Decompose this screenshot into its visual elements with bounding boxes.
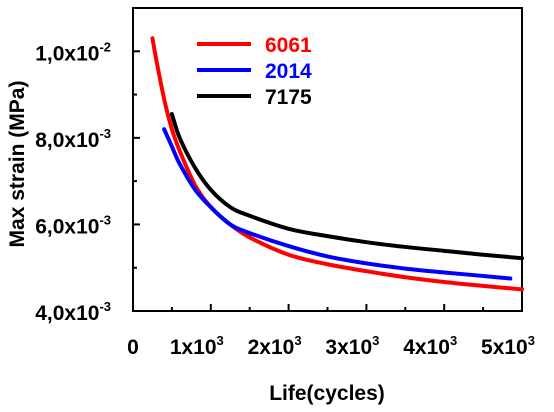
x-tick-label-exponent: 3 [450,333,457,348]
x-tick-label: 0 [127,336,139,359]
x-tick-label-exponent: 3 [294,333,301,348]
series-layer [150,36,524,292]
x-tick-label-base: 4x10 [403,336,450,359]
x-tick-label-base: 5x10 [481,336,528,359]
y-tick-label-base: 1,0x10 [35,42,99,65]
x-tick-label-base: 2x10 [248,336,295,359]
y-tick-label-base: 6,0x10 [35,215,99,238]
y-tick-label-exponent: -3 [99,212,111,227]
series-line-7175 [169,112,524,261]
x-tick-label-exponent: 3 [528,333,535,348]
y-tick-label-base: 4,0x10 [35,302,99,325]
y-tick-label: 8,0x10-3 [35,126,111,152]
y-tick-label-exponent: -3 [99,126,111,141]
series-line-2014 [162,127,513,281]
x-tick-label: 4x103 [403,333,457,359]
y-axis: 4,0x10-36,0x10-38,0x10-31,0x10-2 [35,39,140,325]
x-tick-label-base: 1x10 [170,336,217,359]
x-tick-label-exponent: 3 [217,333,224,348]
x-axis: 0 1x103 2x103 3x103 4x103 5x103 [127,304,535,359]
y-axis-label: Max strain (MPa) [6,81,29,248]
y-tick-label-exponent: -3 [99,299,111,314]
x-tick-label-base: 3x10 [325,336,372,359]
y-tick-label-base: 8,0x10 [35,129,99,152]
x-tick-label: 2x103 [248,333,302,359]
x-tick-label: 1x103 [170,333,224,359]
legend: 6061 2014 7175 [197,34,312,109]
y-tick-label: 1,0x10-2 [35,39,111,65]
legend-label-6061: 6061 [265,34,312,57]
y-tick-label: 6,0x10-3 [35,212,111,238]
x-axis-label: Life(cycles) [269,382,385,405]
legend-label-7175: 7175 [265,86,312,109]
x-tick-label-exponent: 3 [372,333,379,348]
x-tick-label: 5x103 [481,333,535,359]
y-tick-label-exponent: -2 [99,39,111,54]
x-tick-label: 3x103 [325,333,379,359]
y-tick-label: 4,0x10-3 [35,299,111,325]
legend-label-2014: 2014 [265,60,312,83]
x-tick-label-base: 0 [127,336,139,359]
